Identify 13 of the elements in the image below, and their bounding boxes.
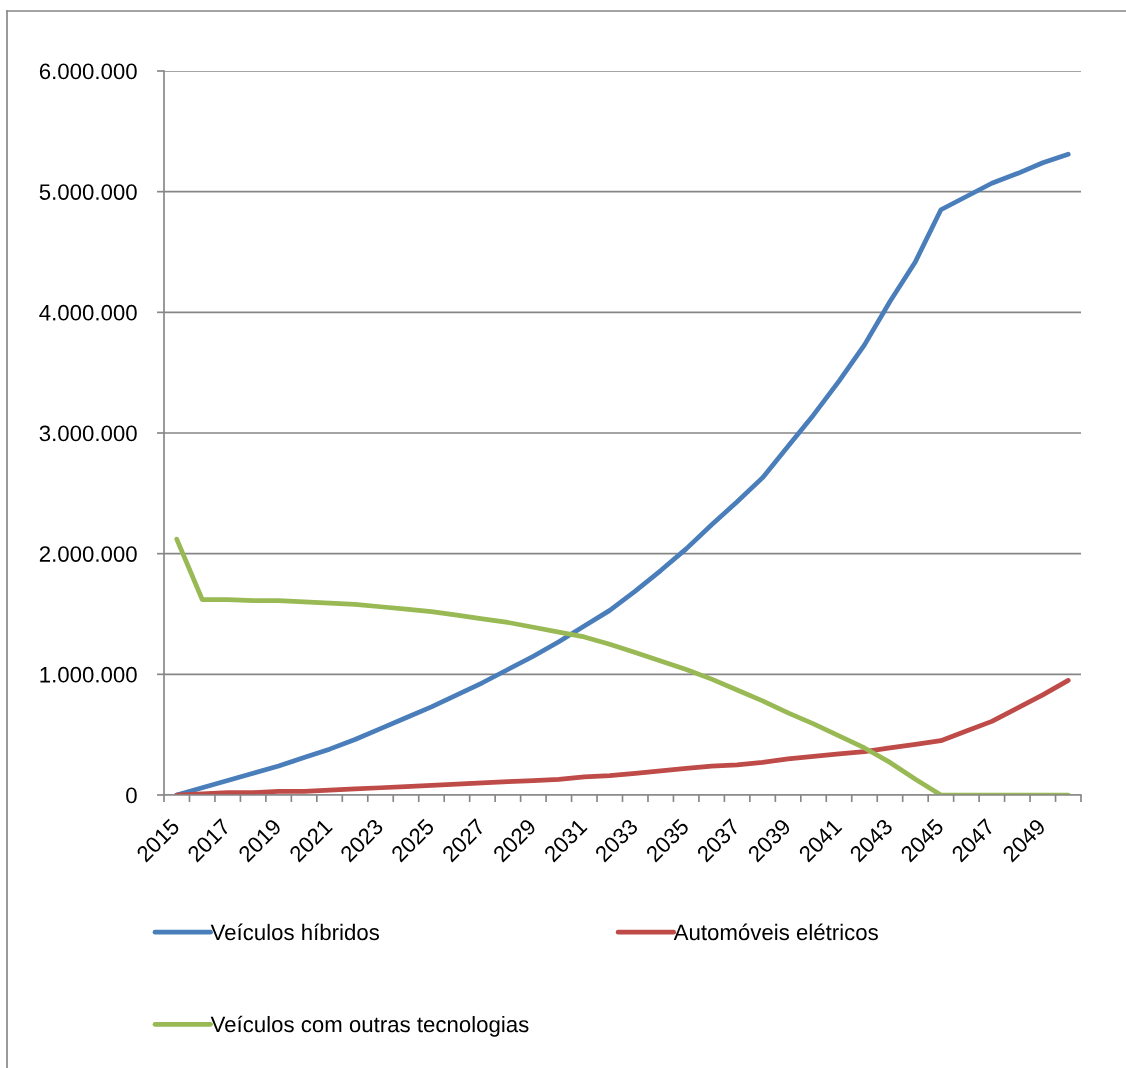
y-tick-label: 5.000.000 (39, 184, 137, 200)
y-tick-label: 6.000.000 (39, 63, 137, 80)
legend-label: Veículos com outras tecnologias (210, 1015, 529, 1037)
y-tick-label: 0 (126, 787, 137, 804)
y-tick-label: 2.000.000 (39, 546, 137, 562)
y-tick-label: 4.000.000 (39, 304, 137, 321)
y-tick-label: 1.000.000 (40, 666, 137, 683)
y-tick-label: 3.000.000 (39, 425, 137, 442)
line-series (174, 151, 1071, 795)
line-series (174, 678, 1071, 795)
legend-label: Automóveis elétricos (673, 923, 878, 941)
line-series (174, 536, 1071, 795)
legend-label: Veículos híbridos (210, 923, 380, 941)
